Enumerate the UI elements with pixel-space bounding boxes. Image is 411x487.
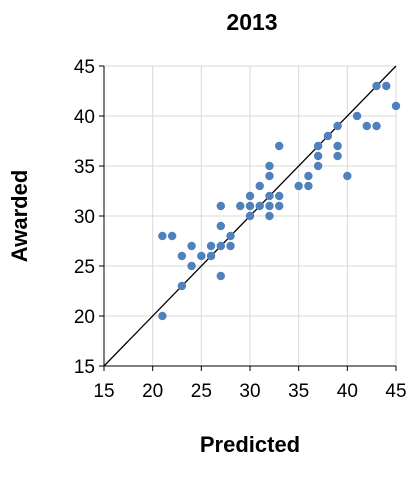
data-point: [362, 121, 371, 131]
data-point: [294, 181, 303, 191]
x-tick-label: 25: [191, 381, 212, 402]
y-tick-label: 25: [74, 257, 95, 278]
data-point: [158, 311, 167, 321]
data-point: [304, 181, 313, 191]
data-point: [313, 151, 323, 161]
y-axis-ticks: 15 20 25 30 35 40 45: [74, 57, 104, 378]
data-point: [216, 201, 225, 211]
data-point: [265, 171, 274, 181]
y-tick-label: 45: [74, 57, 95, 78]
x-axis-ticks: 15 20 25 30 35 40 45: [93, 366, 407, 402]
data-point: [275, 191, 284, 201]
data-point: [177, 281, 187, 291]
data-point: [372, 81, 381, 91]
y-tick-label: 30: [74, 207, 95, 228]
x-tick-label: 20: [142, 381, 163, 402]
data-points: [158, 81, 401, 321]
x-tick-label: 30: [239, 381, 260, 402]
x-axis-title: Predicted: [200, 432, 300, 457]
data-point: [265, 191, 274, 201]
data-point: [313, 141, 323, 151]
data-point: [245, 201, 255, 211]
data-point: [226, 231, 235, 241]
data-point: [275, 141, 284, 151]
data-point: [333, 141, 342, 151]
data-point: [323, 131, 333, 141]
data-point: [265, 161, 274, 171]
data-point: [265, 211, 274, 221]
data-point: [236, 201, 245, 211]
x-tick-label: 35: [288, 381, 309, 402]
data-point: [216, 221, 225, 231]
y-tick-label: 15: [74, 357, 95, 378]
data-point: [197, 251, 206, 261]
data-point: [187, 241, 196, 251]
data-point: [216, 271, 225, 281]
data-point: [391, 101, 401, 111]
y-axis-title: Awarded: [7, 170, 32, 263]
data-point: [382, 81, 391, 91]
data-point: [343, 171, 352, 181]
data-point: [167, 231, 177, 241]
data-point: [304, 171, 313, 181]
y-tick-label: 20: [74, 307, 95, 328]
data-point: [313, 161, 323, 171]
data-point: [333, 151, 342, 161]
data-point: [216, 241, 225, 251]
data-point: [372, 121, 381, 131]
data-point: [245, 211, 255, 221]
chart-title: 2013: [226, 9, 277, 35]
data-point: [245, 191, 255, 201]
data-point: [158, 231, 167, 241]
data-point: [226, 241, 235, 251]
data-point: [275, 201, 284, 211]
data-point: [187, 261, 196, 271]
y-tick-label: 35: [74, 157, 95, 178]
data-point: [333, 121, 342, 131]
data-point: [255, 181, 264, 191]
x-tick-label: 45: [385, 381, 406, 402]
data-point: [206, 251, 216, 261]
y-tick-label: 40: [74, 107, 95, 128]
x-tick-label: 40: [337, 381, 358, 402]
data-point: [265, 201, 274, 211]
data-point: [255, 201, 264, 211]
data-point: [177, 251, 187, 261]
data-point: [206, 241, 216, 251]
data-point: [352, 111, 362, 121]
x-tick-label: 15: [93, 381, 114, 402]
